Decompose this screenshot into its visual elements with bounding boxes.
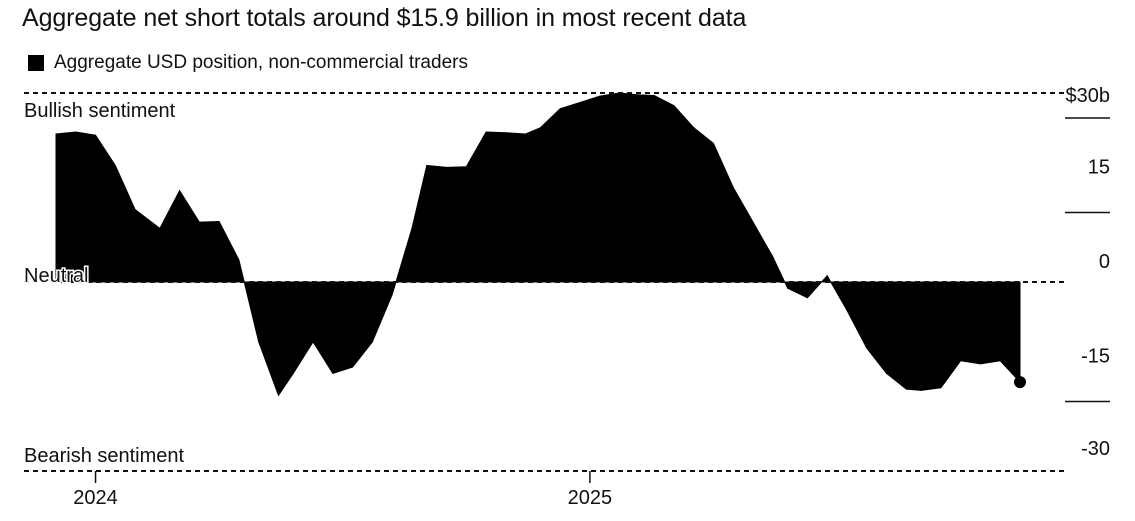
x-axis: 2024 2025 (73, 471, 612, 509)
latest-point-marker (1014, 376, 1026, 389)
legend: Aggregate USD position, non-commercial t… (28, 52, 468, 74)
data-point (332, 372, 334, 374)
data-point (579, 101, 581, 103)
reference-lines (24, 92, 1065, 472)
data-point (55, 133, 57, 135)
data-point (806, 297, 808, 299)
data-point (159, 227, 161, 229)
data-point (787, 287, 789, 289)
data-point (426, 164, 428, 166)
data-point (960, 360, 962, 362)
x-tick-label: 2024 (73, 487, 118, 509)
data-point (465, 166, 467, 168)
data-point (999, 360, 1001, 362)
data-point (505, 132, 507, 134)
data-point (485, 131, 487, 133)
data-point (693, 127, 695, 129)
data-point (277, 394, 279, 396)
data-point (539, 127, 541, 129)
data-point (371, 341, 373, 343)
data-point (638, 94, 640, 96)
data-point (95, 134, 97, 136)
legend-label: Aggregate USD position, non-commercial t… (54, 52, 468, 73)
data-point (292, 372, 294, 374)
data-point (846, 309, 848, 311)
y-tick-label: 15 (1088, 157, 1110, 179)
data-point (866, 347, 868, 349)
data-point (905, 388, 907, 390)
annotation-bearish: Bearish sentiment (24, 445, 185, 467)
data-point (653, 95, 655, 97)
data-point (673, 105, 675, 107)
data-point (886, 372, 888, 374)
legend-swatch (28, 55, 44, 71)
data-point (312, 341, 314, 343)
data-point (979, 363, 981, 365)
data-point (826, 275, 828, 277)
data-point (525, 133, 527, 135)
data-point (446, 166, 448, 168)
data-point (732, 187, 734, 188)
data-point (772, 256, 774, 258)
y-tick-label: -15 (1081, 346, 1110, 368)
y-tick-label: -30 (1081, 438, 1110, 460)
data-point (258, 341, 260, 343)
y-tick-label: $30b (1066, 85, 1111, 107)
data-point (218, 221, 220, 223)
data-point (352, 366, 354, 368)
plot-marks (55, 92, 1026, 397)
data-point (75, 131, 77, 133)
data-point (238, 259, 240, 261)
data-point (114, 164, 116, 166)
chart-title: Aggregate net short totals around $15.9 … (22, 4, 747, 32)
data-point (752, 221, 754, 223)
data-point (599, 95, 601, 97)
data-point (179, 190, 181, 192)
data-point (559, 108, 561, 110)
data-point (940, 387, 942, 389)
annotation-neutral: Neutral (24, 265, 88, 287)
annotation-bullish: Bullish sentiment (24, 100, 176, 122)
series-area (55, 92, 1021, 397)
data-point (712, 142, 714, 144)
data-point (391, 294, 393, 296)
y-tick-label: 0 (1099, 251, 1110, 273)
data-point (198, 221, 200, 223)
x-tick-label: 2025 (568, 487, 613, 509)
data-point (134, 209, 136, 211)
data-point (411, 227, 413, 229)
y-axis: $30b 15 0 -15 -30 (1065, 85, 1110, 460)
data-point (920, 389, 922, 391)
